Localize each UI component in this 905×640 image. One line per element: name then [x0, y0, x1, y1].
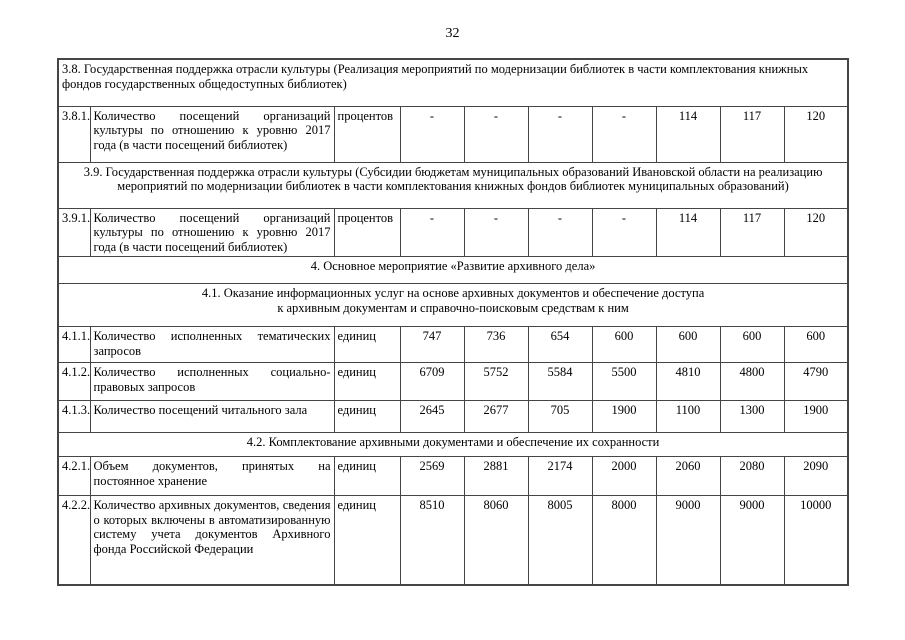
value-cell: 2174 [527, 456, 593, 496]
value-cell: 2569 [399, 456, 465, 496]
value-cell: 1300 [719, 400, 785, 433]
value-cell: 10000 [783, 495, 849, 585]
value-cell: 2677 [463, 400, 529, 433]
page-number: 32 [445, 26, 460, 41]
value-cell: 9000 [655, 495, 721, 585]
value-cell: 8510 [399, 495, 465, 585]
row-number: 4.2.1. [57, 456, 91, 496]
value-cell: 6709 [399, 362, 465, 401]
section-title: 4. Основное мероприятие «Развитие архивн… [57, 256, 849, 284]
value-cell: 2080 [719, 456, 785, 496]
value-cell: 2090 [783, 456, 849, 496]
value-cell: - [591, 105, 657, 163]
section-title: 4.2. Комплектование архивными документам… [57, 432, 849, 457]
section-title: 3.8. Государственная поддержка отрасли к… [57, 58, 849, 107]
section-row: 4. Основное мероприятие «Развитие архивн… [57, 256, 849, 284]
row-number: 4.2.2. [57, 495, 91, 585]
value-cell: - [591, 207, 657, 257]
row-number: 4.1.1. [57, 326, 91, 363]
value-cell: 2060 [655, 456, 721, 496]
value-cell: 9000 [719, 495, 785, 585]
value-cell: 5752 [463, 362, 529, 401]
section-row: 4.1. Оказание информационных услуг на ос… [57, 283, 849, 327]
unit-cell: единиц [333, 456, 401, 496]
indicator-row: 4.1.1. Количество исполненных тематическ… [57, 326, 849, 363]
value-cell: 4790 [783, 362, 849, 401]
indicator-row: 3.9.1. Количество посещений организаций … [57, 207, 849, 257]
row-number: 4.1.3. [57, 400, 91, 433]
indicator-name: Количество посещений организаций культур… [89, 207, 335, 257]
value-cell: 117 [719, 105, 785, 163]
value-cell: 2000 [591, 456, 657, 496]
value-cell: 1900 [591, 400, 657, 433]
indicator-name: Количество посещений читального зала [89, 400, 335, 433]
indicator-row: 3.8.1. Количество посещений организаций … [57, 105, 849, 163]
section-title: 3.9. Государственная поддержка отрасли к… [57, 161, 849, 209]
indicator-name: Количество исполненных тематических запр… [89, 326, 335, 363]
unit-cell: единиц [333, 326, 401, 363]
value-cell: 1100 [655, 400, 721, 433]
value-cell: 600 [655, 326, 721, 363]
value-cell: 600 [719, 326, 785, 363]
value-cell: 2645 [399, 400, 465, 433]
value-cell: - [463, 207, 529, 257]
value-cell: 1900 [783, 400, 849, 433]
indicator-row: 4.1.2. Количество исполненных социально-… [57, 362, 849, 401]
value-cell: 600 [591, 326, 657, 363]
value-cell: 705 [527, 400, 593, 433]
section-title: 4.1. Оказание информационных услуг на ос… [57, 283, 849, 327]
unit-cell: единиц [333, 400, 401, 433]
value-cell: - [527, 105, 593, 163]
value-cell: 5584 [527, 362, 593, 401]
indicator-row: 4.1.3. Количество посещений читального з… [57, 400, 849, 433]
value-cell: 114 [655, 207, 721, 257]
value-cell: 8060 [463, 495, 529, 585]
row-number: 4.1.2. [57, 362, 91, 401]
value-cell: 120 [783, 105, 849, 163]
unit-cell: процентов [333, 105, 401, 163]
unit-cell: единиц [333, 495, 401, 585]
value-cell: 8005 [527, 495, 593, 585]
value-cell: - [527, 207, 593, 257]
value-cell: 2881 [463, 456, 529, 496]
value-cell: - [399, 207, 465, 257]
indicator-row: 4.2.2. Количество архивных документов, с… [57, 495, 849, 585]
unit-cell: единиц [333, 362, 401, 401]
value-cell: - [399, 105, 465, 163]
row-number: 3.9.1. [57, 207, 91, 257]
value-cell: 114 [655, 105, 721, 163]
indicator-row: 4.2.1. Объем документов, принятых на пос… [57, 456, 849, 496]
value-cell: 600 [783, 326, 849, 363]
indicator-name: Объем документов, принятых на постоянное… [89, 456, 335, 496]
value-cell: - [463, 105, 529, 163]
section-row: 3.9. Государственная поддержка отрасли к… [57, 161, 849, 209]
value-cell: 736 [463, 326, 529, 363]
indicator-name: Количество посещений организаций культур… [89, 105, 335, 163]
section-row: 4.2. Комплектование архивными документам… [57, 432, 849, 457]
indicator-name: Количество исполненных социально-правовы… [89, 362, 335, 401]
indicator-name: Количество архивных документов, сведения… [89, 495, 335, 585]
value-cell: 8000 [591, 495, 657, 585]
value-cell: 747 [399, 326, 465, 363]
value-cell: 4800 [719, 362, 785, 401]
value-cell: 5500 [591, 362, 657, 401]
value-cell: 654 [527, 326, 593, 363]
table-body: 3.8. Государственная поддержка отрасли к… [57, 58, 849, 585]
program-indicators-table: 3.8. Государственная поддержка отрасли к… [57, 58, 850, 586]
section-row: 3.8. Государственная поддержка отрасли к… [57, 58, 849, 107]
row-number: 3.8.1. [57, 105, 91, 163]
value-cell: 120 [783, 207, 849, 257]
value-cell: 4810 [655, 362, 721, 401]
unit-cell: процентов [333, 207, 401, 257]
value-cell: 117 [719, 207, 785, 257]
